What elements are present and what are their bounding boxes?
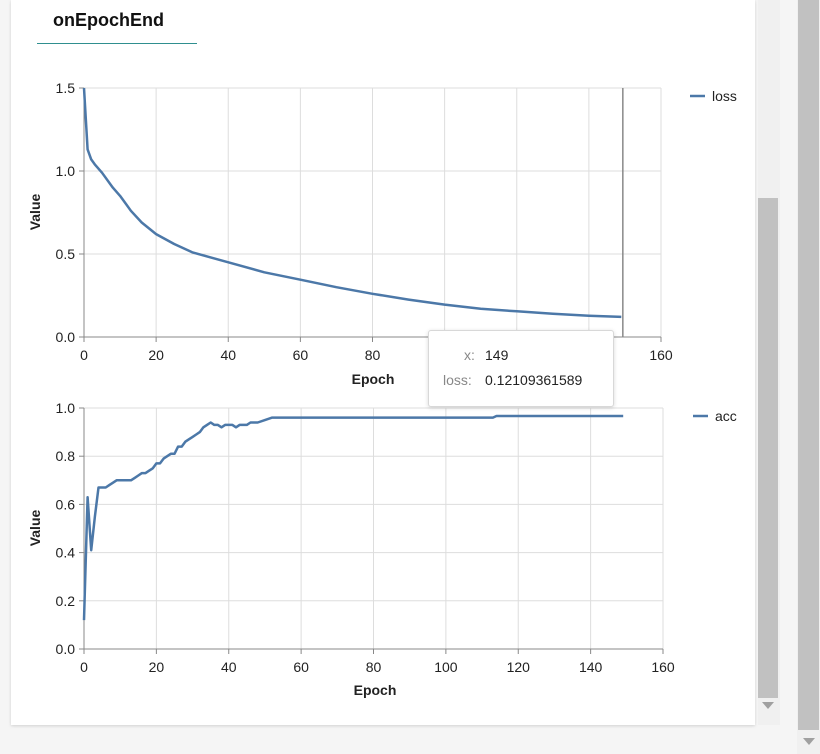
y-axis-title: Value bbox=[27, 194, 43, 231]
x-axis-title: Epoch bbox=[354, 682, 397, 698]
x-tick-label: 0 bbox=[80, 659, 88, 675]
x-tick-label: 80 bbox=[366, 659, 382, 675]
x-tick-label: 80 bbox=[365, 347, 381, 363]
x-tick-label: 160 bbox=[649, 347, 673, 363]
y-tick-label: 0.0 bbox=[56, 329, 76, 345]
x-tick-label: 120 bbox=[507, 659, 531, 675]
tooltip-loss-value: 0.12109361589 bbox=[485, 372, 583, 388]
y-tick-label: 0.2 bbox=[56, 593, 76, 609]
x-tick-label: 160 bbox=[651, 659, 675, 675]
x-tick-label: 60 bbox=[293, 347, 309, 363]
x-tick-label: 40 bbox=[220, 347, 236, 363]
x-axis-title: Epoch bbox=[352, 371, 395, 387]
y-tick-label: 0.5 bbox=[56, 246, 76, 262]
series-line-acc bbox=[82, 414, 624, 621]
y-tick-label: 1.0 bbox=[56, 163, 76, 179]
tooltip-x-key: x: bbox=[464, 347, 475, 363]
y-tick-label: 1.0 bbox=[56, 400, 76, 416]
hover-tooltip: x: 149 loss: 0.12109361589 bbox=[428, 330, 614, 407]
scroll-down-arrow-icon[interactable] bbox=[762, 702, 774, 709]
x-tick-label: 0 bbox=[80, 347, 88, 363]
y-tick-label: 1.5 bbox=[56, 80, 76, 96]
y-tick-label: 0.6 bbox=[56, 496, 76, 512]
x-tick-label: 60 bbox=[293, 659, 309, 675]
tooltip-x-value: 149 bbox=[485, 347, 509, 363]
y-tick-label: 0.0 bbox=[56, 641, 76, 657]
visor-panel: onEpochEnd bbox=[11, 0, 755, 725]
y-tick-label: 0.4 bbox=[56, 545, 76, 561]
y-tick-label: 0.8 bbox=[56, 448, 76, 464]
tooltip-loss-key: loss: bbox=[443, 372, 472, 388]
panel-scrollbar-thumb[interactable] bbox=[758, 198, 778, 698]
window-scrollbar-thumb[interactable] bbox=[798, 0, 819, 730]
x-tick-label: 100 bbox=[434, 659, 458, 675]
tab-onepochend[interactable]: onEpochEnd bbox=[37, 0, 197, 44]
window-scrollbar[interactable] bbox=[797, 0, 820, 754]
x-tick-label: 20 bbox=[149, 659, 165, 675]
x-tick-label: 40 bbox=[221, 659, 237, 675]
x-tick-label: 140 bbox=[579, 659, 603, 675]
y-axis-title: Value bbox=[27, 510, 43, 547]
legend-label-acc: acc bbox=[715, 408, 737, 424]
series-line-loss bbox=[82, 87, 622, 319]
window-scroll-down-arrow-icon[interactable] bbox=[803, 738, 815, 745]
legend-label-loss: loss bbox=[712, 88, 737, 104]
x-tick-label: 20 bbox=[148, 347, 164, 363]
panel-scrollbar[interactable] bbox=[758, 0, 780, 725]
tab-label: onEpochEnd bbox=[53, 10, 164, 30]
chart-0: 0204060801001201401600.00.51.01.5EpochVa… bbox=[27, 80, 737, 387]
chart-1: 0 20 40 60 80 100 120 140 160 0.0 0.2 0.4 0.6 0.8 1.0 E… bbox=[27, 400, 737, 698]
